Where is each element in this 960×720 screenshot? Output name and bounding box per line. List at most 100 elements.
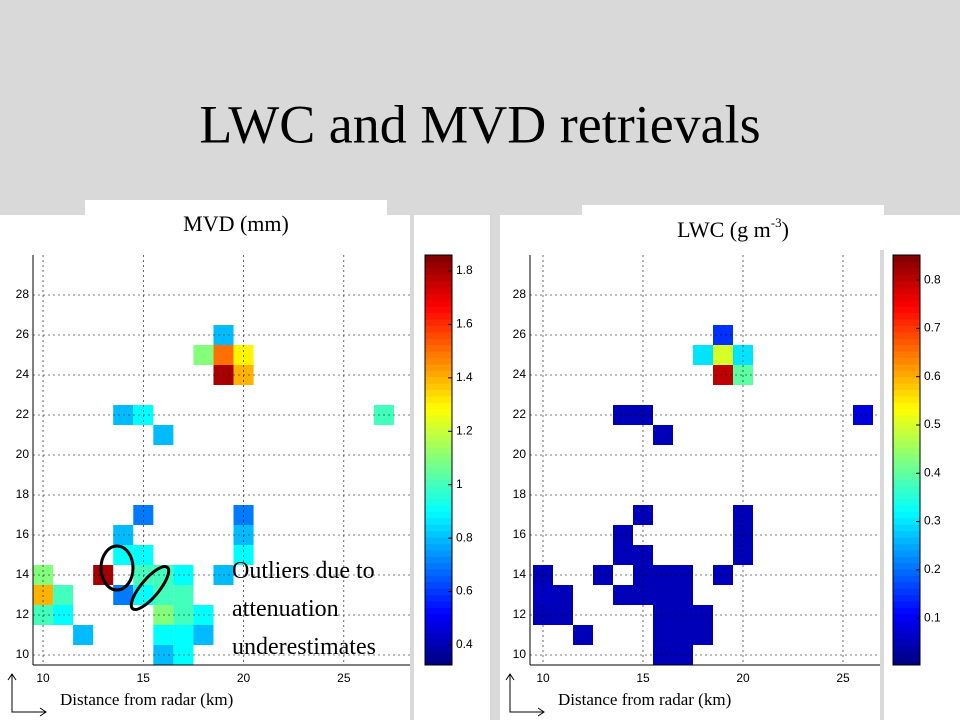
colorbar-step <box>893 363 920 371</box>
cell <box>693 605 713 625</box>
colorbar-step <box>425 479 452 487</box>
colorbar-step <box>425 267 452 275</box>
label-part: -3 <box>771 215 782 230</box>
colorbar-step <box>425 338 452 346</box>
cell <box>173 625 194 645</box>
colorbar-tick-label: 0.8 <box>924 272 941 286</box>
colorbar-step <box>893 524 920 531</box>
colorbar-step <box>425 562 452 570</box>
colorbar-step <box>893 395 920 403</box>
colorbar-step <box>893 440 920 448</box>
colorbar-step <box>425 632 452 640</box>
colorbar-step <box>893 562 920 570</box>
x-tick-label: 15 <box>636 671 650 685</box>
heatmap: 10 15 20 25 10 12 14 16 18 20 22 24 26 28 0.4 0.6 0.8 1 1.… <box>7 211 473 717</box>
colorbar-step <box>893 408 920 416</box>
annotation: Outliers due to attenuation underestimat… <box>232 558 376 660</box>
colorbar-step <box>425 543 452 551</box>
plot-area <box>33 255 410 665</box>
colorbar-step <box>425 402 452 410</box>
colorbar-step <box>893 306 920 314</box>
colorbar-step <box>425 658 452 666</box>
cell <box>713 345 733 365</box>
colorbar-step <box>893 370 920 378</box>
colorbar-step <box>425 645 452 653</box>
colorbar-tick-label: 1.6 <box>456 317 473 331</box>
colorbar-tick-label: 0.5 <box>924 417 941 431</box>
colorbar-tick-label: 0.1 <box>924 610 941 624</box>
colorbar-step <box>425 472 452 480</box>
cell <box>853 405 873 425</box>
colorbar-tick-label: 0.6 <box>924 369 941 383</box>
colorbar-step <box>893 466 920 474</box>
colorbar-step <box>425 421 452 429</box>
colorbar-step <box>893 581 920 589</box>
colorbar-step <box>425 376 452 384</box>
colorbar-step <box>893 325 920 333</box>
colorbar-step <box>425 312 452 320</box>
colorbar-tick-label: 0.4 <box>924 465 941 479</box>
colorbar-step <box>425 517 452 525</box>
colorbar-step <box>425 652 452 660</box>
y-tick-label: 12 <box>16 607 30 621</box>
colorbar-step <box>425 344 452 352</box>
cell <box>713 365 733 385</box>
cell <box>713 565 733 585</box>
colorbar-step <box>893 517 920 525</box>
y-tick-label: 20 <box>16 447 30 461</box>
colorbar-step <box>893 607 920 615</box>
colorbar-step <box>425 498 452 506</box>
colorbar-step <box>425 370 452 378</box>
x-tick-label: 25 <box>337 671 351 685</box>
colorbar-step <box>425 434 452 442</box>
colorbar-step <box>893 261 920 269</box>
colorbar-step <box>893 504 920 512</box>
colorbar-step <box>893 447 920 455</box>
colorbar-step <box>893 427 920 435</box>
label-box <box>85 200 387 245</box>
panel-label: MVD (mm) <box>183 211 289 236</box>
colorbar-step <box>425 331 452 339</box>
colorbar-step <box>893 287 920 294</box>
y-tick-label: 28 <box>16 287 30 301</box>
y-tick-label: 22 <box>16 407 30 421</box>
y-tick-label: 14 <box>513 567 527 581</box>
colorbar-step <box>425 600 452 608</box>
colorbar-step <box>425 524 452 531</box>
cell <box>153 425 174 445</box>
y-tick-label: 10 <box>513 647 527 661</box>
colorbar-step <box>893 415 920 423</box>
cell <box>573 625 593 645</box>
colorbar-step <box>425 626 452 634</box>
annotation-line: Outliers due to <box>232 558 375 584</box>
colorbar-step <box>425 594 452 602</box>
colorbar-step <box>425 325 452 333</box>
x-axis-label: Distance from radar (km) <box>60 690 233 709</box>
plot-area <box>530 255 880 665</box>
colorbar-step <box>425 485 452 493</box>
colorbar-step <box>893 613 920 621</box>
colorbar-step <box>893 319 920 326</box>
colorbar-step <box>425 261 452 269</box>
colorbar-tick-label: 1 <box>456 477 463 491</box>
colorbar-step <box>425 274 452 282</box>
colorbar-step <box>425 530 452 538</box>
colorbar-tick-label: 0.7 <box>924 321 941 335</box>
colorbar-step <box>425 408 452 416</box>
axis-arrow <box>505 673 545 717</box>
axis-arrow <box>7 673 47 717</box>
colorbar-step <box>893 293 920 301</box>
cell <box>653 425 673 445</box>
colorbar-step <box>893 543 920 551</box>
colorbar-step <box>893 492 920 499</box>
colorbar-step <box>425 306 452 314</box>
colorbar-step <box>893 639 920 647</box>
colorbar-step <box>425 363 452 371</box>
x-tick-label: 10 <box>536 671 550 685</box>
colorbar-step <box>425 588 452 596</box>
colorbar-step <box>425 549 452 557</box>
colorbar-step <box>893 421 920 429</box>
colorbar-step <box>893 255 920 262</box>
cell <box>693 345 713 365</box>
cell <box>213 345 234 365</box>
